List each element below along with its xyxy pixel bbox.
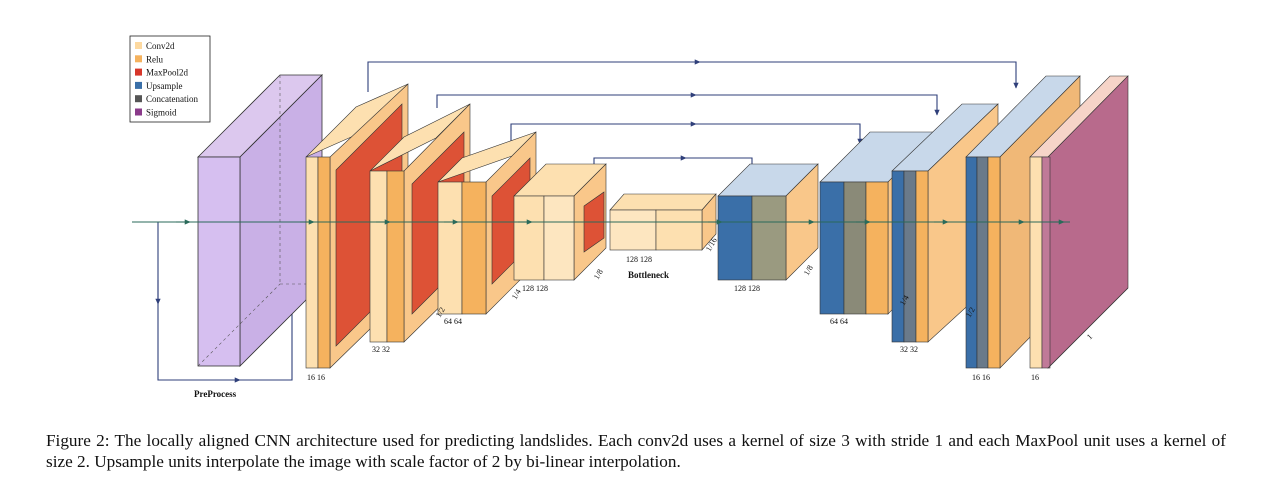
preprocess-label: PreProcess [194,389,237,399]
legend-label-upsample: Upsample [146,81,183,91]
legend-label-relu: Relu [146,54,163,64]
legend-swatch-conv2d [135,42,142,49]
legend-swatch-maxpool2d [135,68,142,76]
bottleneck-channel-label: 128 128 [626,255,652,264]
enc2-channel-label: 32 32 [372,345,390,354]
scale-label-dec4: 1/8 [802,264,815,277]
out-channel-label: 16 [1031,373,1039,382]
scale-label-dec3: 1/4 [898,294,911,307]
legend-swatch-upsample [135,81,142,89]
enc3-channel-label: 64 64 [444,317,462,326]
legend-label-maxpool2d: MaxPool2d [146,68,189,78]
dec4-channel-label: 128 128 [734,284,760,293]
dec1-channel-label: 16 16 [972,373,990,382]
legend: Conv2d Relu MaxPool2d Upsample Concatenation… [129,35,211,123]
scale-label-enc3: 1/4 [510,288,523,301]
scale-label-enc4: 1/8 [592,268,605,281]
dec3-channel-label: 64 64 [830,317,848,326]
output-block [1029,75,1129,369]
scale-label-enc2: 1/2 [434,306,447,319]
legend-label-conv2d: Conv2d [146,41,175,51]
enc1-channel-label: 16 16 [307,373,325,382]
dec2-channel-label: 32 32 [900,345,918,354]
bottleneck-label: Bottleneck [628,270,669,280]
legend-swatch-sigmoid [135,108,142,116]
preprocess-block [197,74,323,367]
scale-label-dec2: 1/2 [964,306,977,319]
enc4-channel-label: 128 128 [522,284,548,293]
legend-label-concatenation: Concatenation [146,94,198,104]
cnn-architecture-diagram: Conv2d Relu MaxPool2d Upsample Concatenation… [129,35,1129,399]
sigmoid-channel-label: 1 [1085,332,1094,341]
legend-label-sigmoid: Sigmoid [146,108,177,118]
legend-swatch-concatenation [135,95,142,103]
legend-swatch-relu [135,55,142,63]
figure-caption: Figure 2: The locally aligned CNN archit… [46,431,1226,471]
